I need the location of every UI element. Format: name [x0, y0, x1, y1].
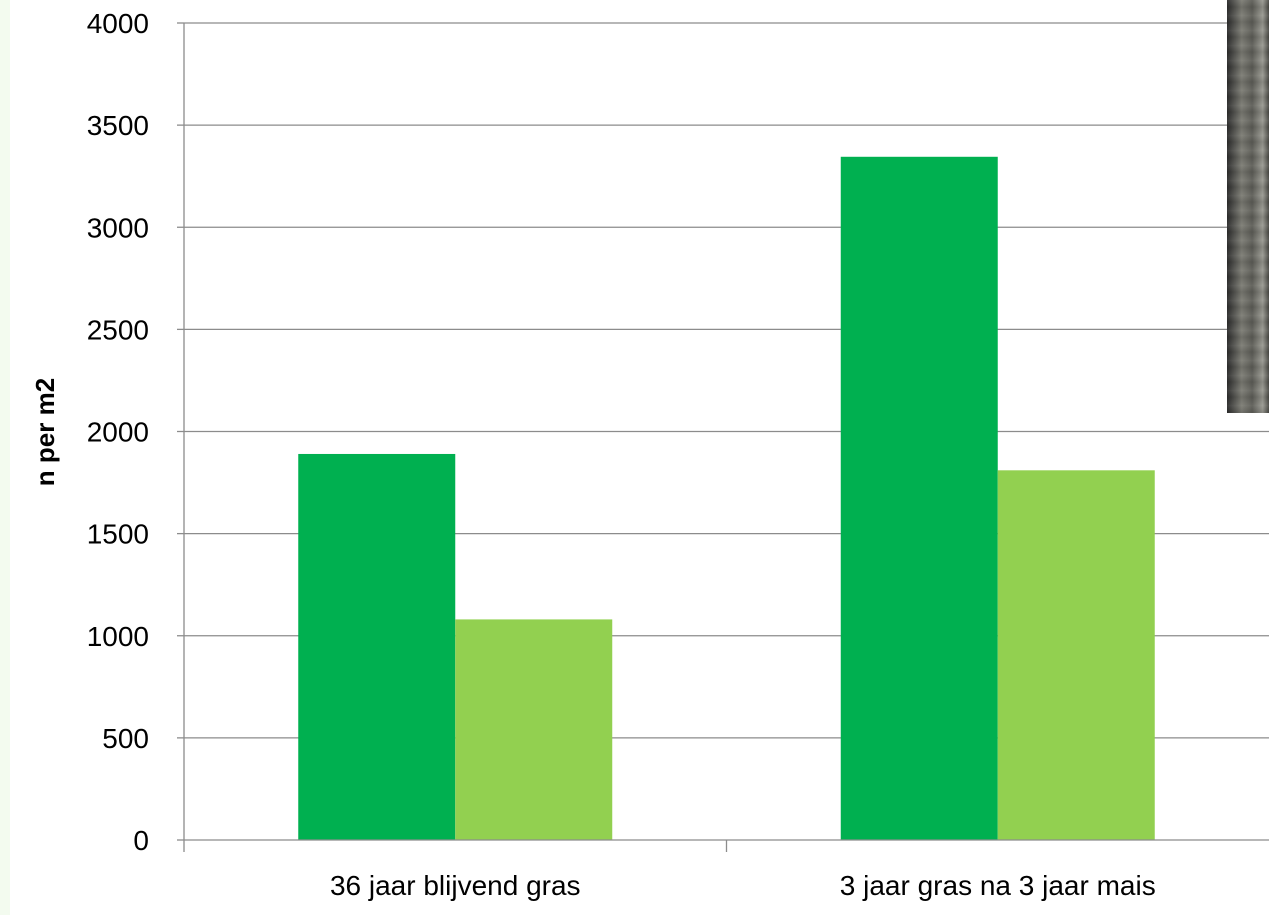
x-tick-label: 36 jaar blijvend gras [330, 870, 581, 901]
y-tick-label: 500 [102, 723, 149, 754]
bar [997, 470, 1155, 840]
page-edge [0, 0, 10, 915]
y-tick-label: 2000 [87, 417, 149, 448]
photo-thumbnail-icon [1227, 0, 1269, 413]
y-tick-label: 3000 [87, 212, 149, 243]
y-tick-label: 2500 [87, 314, 149, 345]
y-tick-label: 3500 [87, 110, 149, 141]
y-tick-label: 1000 [87, 621, 149, 652]
bars [298, 156, 1155, 840]
y-axis-label: n per m2 [30, 378, 60, 486]
y-tick-label: 1500 [87, 519, 149, 550]
y-tick-labels: 0 500 1000 1500 2000 2500 3000 3500 4000 [87, 8, 149, 856]
y-tick-label: 4000 [87, 8, 149, 39]
bar [298, 453, 456, 840]
bar [455, 619, 613, 840]
axes [177, 22, 1269, 852]
x-tick-labels: 36 jaar blijvend gras 3 jaar gras na 3 ja… [330, 870, 1156, 901]
x-tick-label: 3 jaar gras na 3 jaar mais [840, 870, 1156, 901]
y-tick-label: 0 [133, 825, 149, 856]
bar [840, 156, 998, 840]
